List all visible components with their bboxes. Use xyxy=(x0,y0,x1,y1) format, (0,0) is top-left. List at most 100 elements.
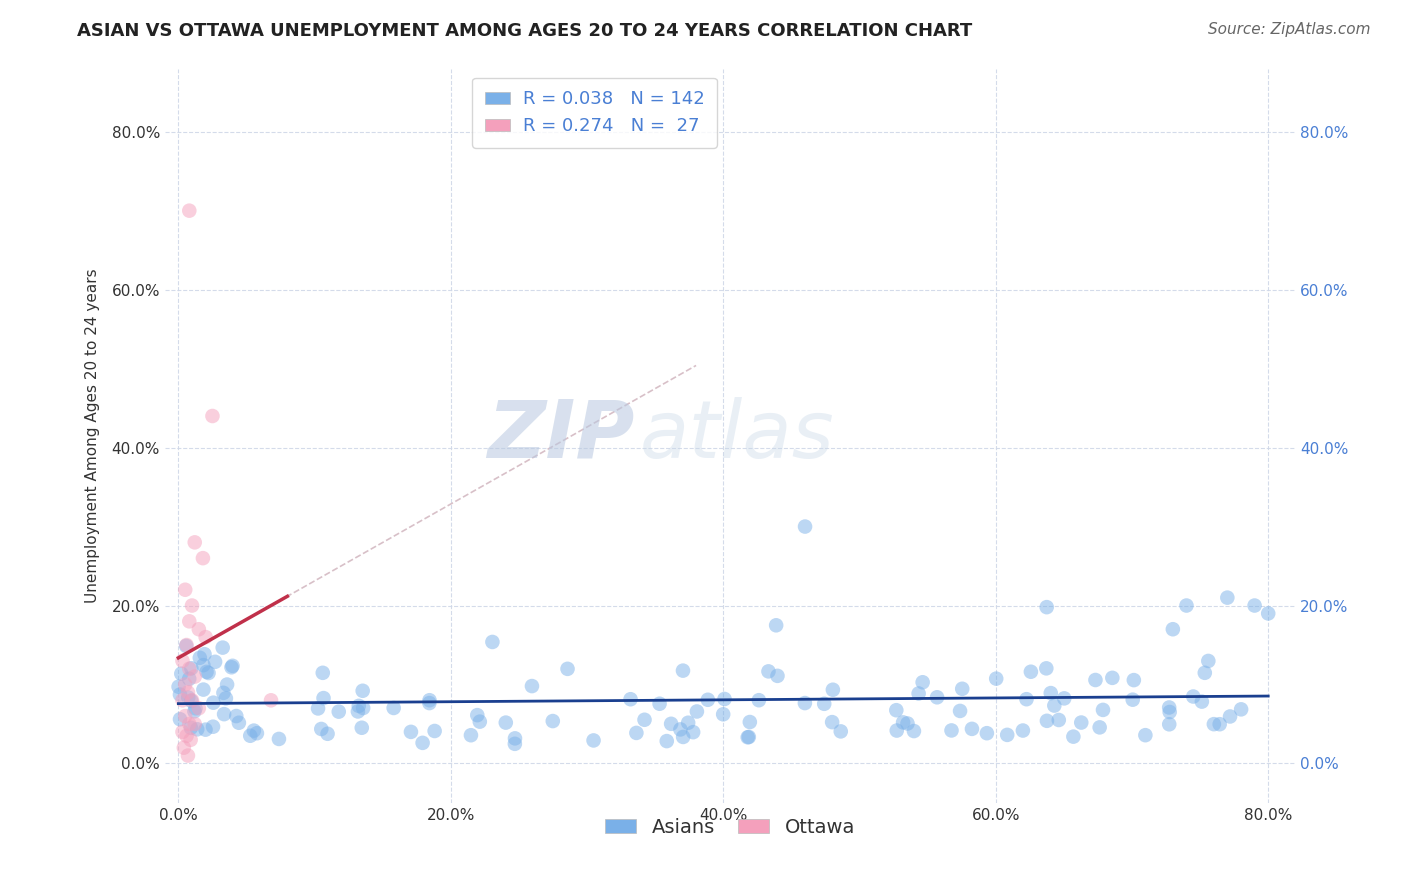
Point xyxy=(197,665,219,680)
Point xyxy=(173,740,195,755)
Point xyxy=(468,714,491,729)
Point xyxy=(1202,717,1225,731)
Point xyxy=(896,716,918,731)
Point xyxy=(217,677,239,691)
Point xyxy=(1230,702,1253,716)
Point xyxy=(1039,686,1062,700)
Point xyxy=(183,704,205,718)
Point xyxy=(267,731,290,746)
Point xyxy=(960,722,983,736)
Point xyxy=(995,728,1018,742)
Point xyxy=(423,723,446,738)
Point xyxy=(1012,723,1035,738)
Point xyxy=(911,675,934,690)
Point xyxy=(180,694,202,708)
Point xyxy=(648,697,671,711)
Point xyxy=(1091,703,1114,717)
Point xyxy=(181,693,204,707)
Point xyxy=(312,665,335,680)
Point xyxy=(738,730,761,744)
Point xyxy=(228,715,250,730)
Point xyxy=(886,723,908,738)
Point xyxy=(187,622,209,636)
Point xyxy=(672,664,695,678)
Point xyxy=(202,696,225,710)
Point xyxy=(193,647,215,661)
Point xyxy=(1194,665,1216,680)
Point xyxy=(184,535,207,549)
Point xyxy=(1035,661,1057,675)
Point xyxy=(503,737,526,751)
Point xyxy=(766,669,789,683)
Point xyxy=(941,723,963,738)
Point xyxy=(748,693,770,707)
Point xyxy=(669,723,692,737)
Point xyxy=(1053,691,1076,706)
Point xyxy=(239,729,262,743)
Point xyxy=(193,682,215,697)
Point xyxy=(382,701,405,715)
Point xyxy=(307,701,329,715)
Point xyxy=(633,713,655,727)
Point xyxy=(350,721,373,735)
Point xyxy=(1070,715,1092,730)
Point xyxy=(541,714,564,728)
Text: ZIP: ZIP xyxy=(486,397,634,475)
Point xyxy=(794,519,817,533)
Point xyxy=(1175,599,1198,613)
Point xyxy=(176,729,198,743)
Point xyxy=(1219,709,1241,723)
Point xyxy=(312,691,335,706)
Point xyxy=(193,658,215,673)
Point xyxy=(1035,600,1057,615)
Point xyxy=(765,618,787,632)
Point xyxy=(1159,717,1181,731)
Point xyxy=(830,724,852,739)
Point xyxy=(696,693,718,707)
Point xyxy=(1088,720,1111,734)
Point xyxy=(481,635,503,649)
Point xyxy=(460,728,482,742)
Point xyxy=(243,723,266,738)
Point xyxy=(1084,673,1107,687)
Point xyxy=(738,714,761,729)
Point xyxy=(465,708,488,723)
Point xyxy=(316,727,339,741)
Point xyxy=(172,654,194,668)
Point xyxy=(418,696,440,710)
Point xyxy=(1191,695,1213,709)
Point xyxy=(907,686,929,700)
Point xyxy=(169,688,191,702)
Point xyxy=(184,701,207,715)
Point xyxy=(191,551,214,566)
Text: atlas: atlas xyxy=(640,397,834,475)
Point xyxy=(180,661,202,675)
Point xyxy=(686,705,709,719)
Point xyxy=(672,730,695,744)
Point xyxy=(1159,700,1181,714)
Point xyxy=(174,677,197,691)
Point xyxy=(184,670,207,684)
Point xyxy=(179,662,201,676)
Point xyxy=(1159,705,1181,719)
Point xyxy=(986,672,1008,686)
Text: Source: ZipAtlas.com: Source: ZipAtlas.com xyxy=(1208,22,1371,37)
Point xyxy=(1019,665,1042,679)
Point xyxy=(1243,599,1265,613)
Point xyxy=(347,705,370,719)
Point xyxy=(180,721,202,735)
Point xyxy=(1182,690,1205,704)
Point xyxy=(1122,692,1144,706)
Point xyxy=(179,717,201,731)
Point xyxy=(1047,713,1070,727)
Point xyxy=(557,662,579,676)
Point xyxy=(520,679,543,693)
Point xyxy=(204,655,226,669)
Point xyxy=(626,726,648,740)
Point xyxy=(655,734,678,748)
Point xyxy=(1135,728,1157,742)
Point xyxy=(758,665,780,679)
Point xyxy=(187,701,209,715)
Point xyxy=(177,685,200,699)
Point xyxy=(179,672,201,686)
